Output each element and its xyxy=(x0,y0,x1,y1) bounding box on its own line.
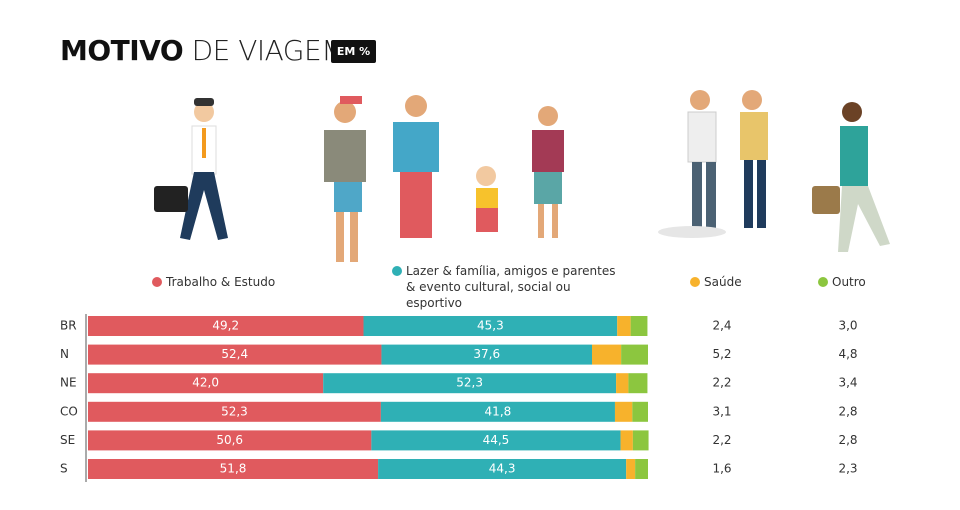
bar-segment xyxy=(378,459,627,479)
bar-segment xyxy=(380,401,615,422)
category-label: CO xyxy=(60,404,78,418)
legend-marker xyxy=(818,277,828,287)
value-label: 42,0 xyxy=(192,376,219,390)
bar-segment xyxy=(632,430,649,451)
bar-segment xyxy=(88,316,364,336)
value-label: 50,6 xyxy=(216,433,243,447)
value-label: 5,2 xyxy=(712,347,731,361)
value-label: 52,3 xyxy=(221,404,248,418)
value-label: 2,4 xyxy=(712,319,731,333)
legend-label: Lazer & família, amigos e parentes & eve… xyxy=(406,264,616,310)
value-label: 3,4 xyxy=(838,376,857,390)
bar-segment xyxy=(88,373,324,394)
bar-segment xyxy=(620,430,633,451)
legend-marker xyxy=(152,277,162,287)
value-label: 37,6 xyxy=(473,347,500,361)
bar-segment xyxy=(614,401,633,422)
category-label: NE xyxy=(60,376,77,390)
value-label: 44,3 xyxy=(489,462,516,476)
legend-marker xyxy=(392,266,402,276)
category-label: N xyxy=(60,347,69,361)
bar-segment xyxy=(621,344,648,365)
unit-badge: EM % xyxy=(331,40,376,63)
illustrations xyxy=(154,90,890,262)
value-label: 2,2 xyxy=(712,376,731,390)
category-label: S xyxy=(60,462,68,476)
bar-segment xyxy=(88,344,382,365)
bar-segment xyxy=(626,459,636,479)
legend-label: Trabalho & Estudo xyxy=(166,275,276,289)
bar-segment xyxy=(630,316,648,336)
value-label: 3,1 xyxy=(712,404,731,418)
bar-segment xyxy=(381,344,592,365)
category-label: BR xyxy=(60,319,77,333)
value-label: 2,3 xyxy=(838,462,857,476)
bar-segment xyxy=(363,316,618,336)
value-label: 45,3 xyxy=(477,319,504,333)
value-label: 4,8 xyxy=(838,347,857,361)
value-label: 49,2 xyxy=(212,319,239,333)
legend-marker xyxy=(690,277,700,287)
title-bold: MOTIVO xyxy=(60,34,184,67)
value-label: 2,8 xyxy=(838,404,857,418)
value-label: 51,8 xyxy=(220,462,247,476)
bar-segment xyxy=(88,459,379,479)
bar-segment xyxy=(88,430,372,451)
legend-label: Saúde xyxy=(704,275,742,289)
title-rest: DE VIAGEM xyxy=(191,34,346,67)
bar-segment xyxy=(617,316,631,336)
bar-segment xyxy=(323,373,617,394)
bar-segment xyxy=(628,373,648,394)
value-label: 2,2 xyxy=(712,433,731,447)
bar-segment xyxy=(616,373,629,394)
bar-segment xyxy=(88,401,381,422)
value-label: 2,8 xyxy=(838,433,857,447)
title: MOTIVO DE VIAGEM xyxy=(60,34,345,67)
bar-segment xyxy=(592,344,622,365)
value-label: 3,0 xyxy=(838,319,857,333)
category-label: SE xyxy=(60,433,75,447)
bar-segment xyxy=(371,430,621,451)
value-label: 1,6 xyxy=(712,462,731,476)
value-label: 52,3 xyxy=(456,376,483,390)
bar-segment xyxy=(632,401,648,422)
value-label: 44,5 xyxy=(483,433,510,447)
legend-label: Outro xyxy=(832,275,866,289)
value-label: 41,8 xyxy=(485,404,512,418)
bar-segment xyxy=(635,459,648,479)
value-label: 52,4 xyxy=(221,347,248,361)
